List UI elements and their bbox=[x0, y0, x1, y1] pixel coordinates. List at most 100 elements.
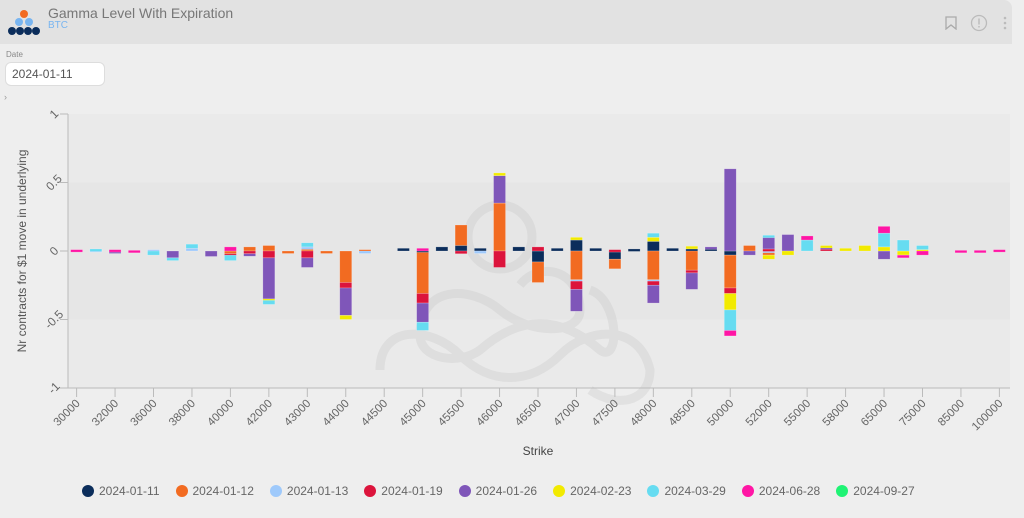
bar-segment[interactable] bbox=[339, 250, 353, 283]
bar-segment[interactable] bbox=[647, 232, 660, 238]
bar-segment[interactable] bbox=[454, 245, 468, 252]
more-vertical-icon[interactable] bbox=[1003, 16, 1007, 30]
bookmark-icon[interactable] bbox=[945, 16, 957, 30]
bar-segment[interactable] bbox=[993, 249, 1006, 253]
bar-segment[interactable] bbox=[339, 287, 353, 316]
bar-segment[interactable] bbox=[723, 309, 737, 331]
bar-segment[interactable] bbox=[281, 250, 295, 254]
bar-segment[interactable] bbox=[166, 257, 180, 261]
bar-segment[interactable] bbox=[512, 246, 526, 252]
bar-segment[interactable] bbox=[896, 239, 910, 252]
legend-item[interactable]: 2024-01-11 bbox=[82, 482, 160, 499]
bar-segment[interactable] bbox=[147, 250, 160, 256]
bar-segment[interactable] bbox=[301, 242, 314, 248]
bar-segment[interactable] bbox=[877, 226, 891, 234]
bar-segment[interactable] bbox=[185, 243, 199, 249]
bar-segment[interactable] bbox=[723, 168, 737, 252]
bar-segment[interactable] bbox=[896, 254, 910, 259]
bar-segment[interactable] bbox=[204, 250, 218, 257]
bar-segment[interactable] bbox=[666, 247, 679, 252]
bar-segment[interactable] bbox=[685, 269, 699, 274]
legend-item[interactable]: 2024-01-13 bbox=[269, 482, 348, 499]
bar-segment[interactable] bbox=[320, 250, 333, 254]
bar-segment[interactable] bbox=[531, 250, 545, 263]
legend-item[interactable]: 2024-09-27 bbox=[836, 482, 915, 499]
bar-segment[interactable] bbox=[416, 252, 429, 294]
bar-segment[interactable] bbox=[877, 232, 891, 248]
bar-segment[interactable] bbox=[647, 284, 660, 304]
bar-segment[interactable] bbox=[262, 250, 276, 259]
bar-segment[interactable] bbox=[166, 250, 180, 259]
bar-segment[interactable] bbox=[493, 202, 506, 252]
bar-segment[interactable] bbox=[877, 246, 891, 252]
bar-segment[interactable] bbox=[474, 250, 487, 254]
bar-segment[interactable] bbox=[608, 249, 622, 253]
bar-segment[interactable] bbox=[954, 250, 968, 254]
legend-item[interactable]: 2024-01-26 bbox=[458, 482, 537, 499]
bar-segment[interactable] bbox=[570, 280, 583, 290]
bar-segment[interactable] bbox=[224, 254, 237, 261]
bar-segment[interactable] bbox=[397, 247, 410, 252]
bar-segment[interactable] bbox=[531, 246, 545, 252]
bar-segment[interactable] bbox=[89, 248, 103, 252]
legend-item[interactable]: 2024-06-28 bbox=[741, 482, 820, 499]
bar-segment[interactable] bbox=[70, 249, 83, 253]
bar-segment[interactable] bbox=[647, 237, 660, 242]
bar-segment[interactable] bbox=[685, 245, 699, 250]
bar-segment[interactable] bbox=[570, 239, 583, 252]
bar-segment[interactable] bbox=[474, 247, 487, 252]
bar-segment[interactable] bbox=[493, 172, 506, 176]
bar-segment[interactable] bbox=[493, 175, 506, 204]
bar-segment[interactable] bbox=[454, 250, 468, 255]
bar-segment[interactable] bbox=[589, 247, 602, 252]
bar-segment[interactable] bbox=[339, 315, 353, 320]
info-icon[interactable] bbox=[970, 14, 988, 32]
bar-segment[interactable] bbox=[916, 245, 929, 250]
legend-item[interactable]: 2024-02-23 bbox=[553, 482, 631, 499]
bar-segment[interactable] bbox=[454, 224, 468, 246]
bar-segment[interactable] bbox=[493, 250, 506, 268]
bar-segment[interactable] bbox=[723, 287, 737, 294]
bar-segment[interactable] bbox=[358, 250, 372, 254]
bar-segment[interactable] bbox=[743, 245, 756, 252]
bar-segment[interactable] bbox=[647, 241, 660, 252]
bar-segment[interactable] bbox=[550, 247, 564, 252]
bar-segment[interactable] bbox=[896, 250, 910, 256]
bar-segment[interactable] bbox=[627, 248, 641, 252]
bar-segment[interactable] bbox=[262, 300, 276, 305]
bar-segment[interactable] bbox=[301, 257, 314, 268]
bar-segment[interactable] bbox=[723, 293, 737, 311]
bar-segment[interactable] bbox=[570, 250, 583, 281]
bar-segment[interactable] bbox=[723, 250, 737, 256]
bar-segment[interactable] bbox=[416, 247, 429, 252]
bar-segment[interactable] bbox=[224, 246, 237, 252]
bar-segment[interactable] bbox=[301, 250, 314, 259]
bar-segment[interactable] bbox=[301, 246, 314, 250]
bar-segment[interactable] bbox=[800, 239, 814, 252]
bar-segment[interactable] bbox=[185, 247, 199, 252]
bar-segment[interactable] bbox=[108, 249, 122, 253]
bar-segment[interactable] bbox=[723, 254, 737, 289]
bar-segment[interactable] bbox=[762, 236, 775, 250]
bar-segment[interactable] bbox=[570, 237, 583, 241]
bar-segment[interactable] bbox=[820, 245, 833, 249]
bar-segment[interactable] bbox=[839, 247, 852, 252]
bar-segment[interactable] bbox=[416, 293, 429, 304]
bar-segment[interactable] bbox=[685, 250, 699, 271]
legend-item[interactable]: 2024-01-19 bbox=[364, 482, 443, 499]
bar-segment[interactable] bbox=[416, 321, 429, 331]
bar-segment[interactable] bbox=[224, 250, 237, 255]
bar-segment[interactable] bbox=[685, 272, 699, 290]
bar-segment[interactable] bbox=[127, 250, 141, 254]
legend-item[interactable]: 2024-01-12 bbox=[175, 482, 254, 499]
expand-chevron-icon[interactable]: › bbox=[4, 92, 7, 102]
bar-segment[interactable] bbox=[762, 254, 775, 260]
bar-segment[interactable] bbox=[858, 245, 872, 252]
bar-segment[interactable] bbox=[704, 246, 718, 250]
bar-segment[interactable] bbox=[570, 289, 583, 312]
bar-segment[interactable] bbox=[723, 330, 737, 337]
bar-segment[interactable] bbox=[647, 280, 660, 286]
bar-segment[interactable] bbox=[339, 282, 353, 289]
bar-segment[interactable] bbox=[743, 250, 756, 256]
bar-segment[interactable] bbox=[916, 250, 929, 256]
